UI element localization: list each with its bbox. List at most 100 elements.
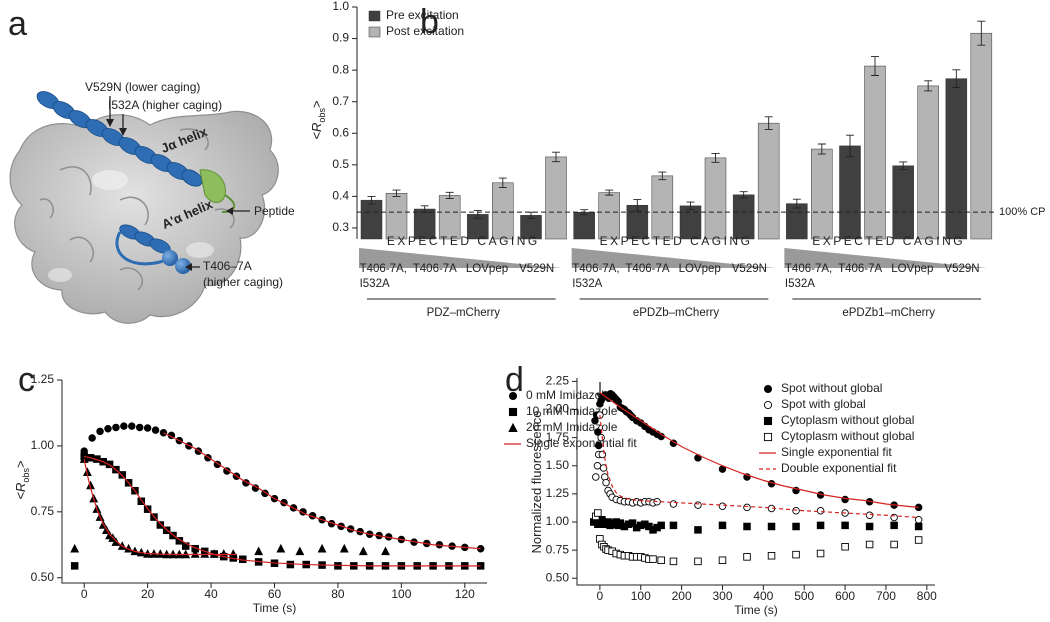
- x-axis-label: Time (s): [253, 601, 297, 615]
- data-point: [890, 521, 898, 530]
- axes: [61, 380, 487, 584]
- bar: [573, 211, 595, 240]
- data-point: [219, 549, 229, 558]
- x-tick-label: T406-7A, I532A: [359, 263, 407, 290]
- error-bar: [633, 199, 642, 212]
- bar: [892, 165, 914, 240]
- data-point: [669, 557, 678, 566]
- y-axis-label-part: obs: [21, 468, 31, 483]
- fit-line: [84, 455, 481, 567]
- bar: [492, 182, 514, 240]
- y-axis-label: <Robs>: [13, 460, 31, 499]
- error-bar: [605, 189, 614, 196]
- x-tick-label: 0: [597, 589, 604, 603]
- x-tick-label: T406-7A: [412, 263, 457, 275]
- y-tick-label: 0.8: [332, 62, 349, 76]
- error-bar: [871, 56, 879, 76]
- y-axis-label-part: R: [309, 123, 324, 132]
- data-point: [112, 423, 120, 432]
- x-tick-label: 40: [204, 587, 218, 601]
- legend-label: Spot with global: [781, 397, 866, 411]
- y-tick-label: 2.00: [546, 402, 570, 416]
- y-tick-label: 1.25: [546, 486, 570, 500]
- data-point: [381, 546, 390, 556]
- error-bar: [445, 191, 454, 200]
- legend-label: Cytoplasm without global: [781, 429, 914, 443]
- data-point: [890, 540, 898, 549]
- bar: [839, 145, 861, 240]
- error-bar: [739, 191, 748, 199]
- y-tick-label: 0.75: [546, 542, 570, 556]
- mutation-label: T406–7A: [203, 259, 252, 273]
- data-point: [649, 555, 657, 563]
- data-point: [135, 423, 144, 432]
- data-point: [657, 556, 665, 565]
- x-tick-label: T406-7A: [625, 263, 670, 275]
- legend-marker: [508, 422, 518, 433]
- data-point: [602, 478, 610, 487]
- x-tick-label: 200: [672, 589, 692, 603]
- y-tick-label: 2.25: [546, 374, 570, 388]
- y-tick-label: 0.5: [332, 157, 349, 171]
- caging-label: EXPECTED CAGING: [387, 234, 540, 248]
- data-point: [594, 509, 602, 517]
- peptide-label: Peptide: [254, 204, 295, 218]
- y-tick-label: 0.4: [332, 189, 349, 203]
- x-axis-label: Time (s): [734, 603, 778, 617]
- data-point: [743, 553, 751, 561]
- data-point: [792, 522, 800, 531]
- data-point: [914, 516, 923, 524]
- caging-label: EXPECTED CAGING: [600, 234, 753, 248]
- legend-label: Pre excitation: [386, 8, 459, 22]
- legend-label: Post excitation: [386, 24, 464, 38]
- x-tick-label: 100: [391, 587, 411, 601]
- legend-label: Double exponential fit: [781, 461, 897, 475]
- data-point: [96, 427, 104, 436]
- data-point: [865, 522, 874, 531]
- bar: [438, 195, 461, 240]
- y-axis-label-part: obs: [317, 108, 327, 123]
- y-axis-label-part: R: [13, 483, 28, 492]
- data-point: [190, 549, 200, 558]
- caging-wedge: [571, 248, 775, 268]
- arrows: [106, 96, 604, 400]
- data-point: [156, 521, 165, 529]
- bar: [786, 203, 808, 240]
- data-point: [70, 562, 79, 570]
- group-label: ePDZb–mCherry: [633, 307, 720, 319]
- error-bar: [552, 151, 560, 163]
- x-tick-label: 80: [331, 587, 345, 601]
- error-bar: [392, 189, 401, 197]
- data-point: [594, 441, 603, 450]
- data-point: [88, 434, 96, 442]
- legend-marker: [763, 400, 773, 410]
- data-point: [79, 454, 89, 463]
- error-bar: [952, 69, 961, 88]
- data-point: [593, 462, 602, 470]
- bar: [917, 85, 939, 240]
- data-point: [223, 467, 231, 475]
- data-point: [669, 500, 678, 508]
- y-tick-label: 0.75: [31, 504, 55, 518]
- data-point: [358, 546, 368, 556]
- data-point: [865, 511, 874, 520]
- fit-line: [599, 415, 919, 519]
- data-point: [816, 521, 825, 530]
- bar: [970, 32, 993, 240]
- x-tick-label: LOVpep: [678, 263, 721, 275]
- data-point: [718, 502, 727, 511]
- data-point: [151, 426, 160, 434]
- mutation-label: (higher caging): [203, 275, 283, 289]
- x-tick-label: 400: [753, 589, 773, 603]
- error-bar: [924, 80, 933, 92]
- x-tick-label: 600: [835, 589, 855, 603]
- error-bar: [977, 20, 986, 46]
- data-point: [767, 552, 776, 560]
- caging-label: EXPECTED CAGING: [812, 234, 965, 248]
- x-tick-label: 800: [917, 589, 937, 603]
- fit-line: [83, 458, 237, 556]
- data-point: [295, 546, 305, 556]
- legend-marker: [763, 432, 773, 442]
- data-point: [70, 543, 80, 553]
